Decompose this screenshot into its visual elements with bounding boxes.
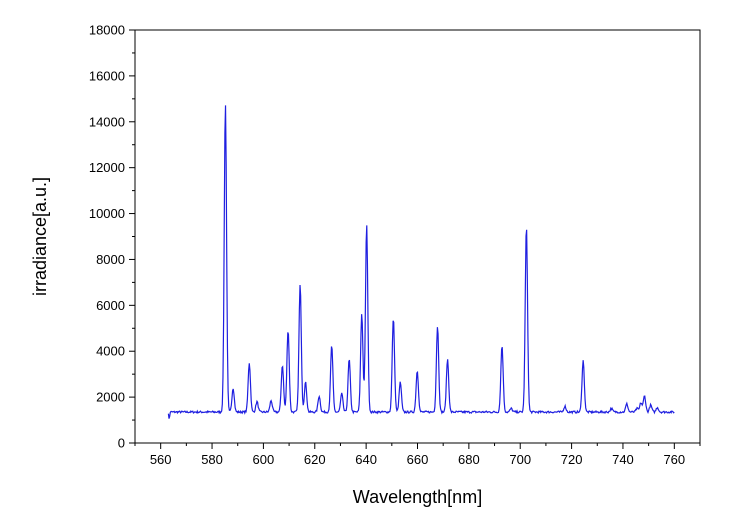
y-axis-ticks: 0 2000 4000 6000 8000 10000 12000 14000 16000 180… xyxy=(89,23,135,451)
x-axis-ticks: 560 580 600 620 640 660 680 700 720 740 760 xyxy=(150,443,685,467)
y-tick-label: 0 xyxy=(118,436,125,451)
spectrum-series-line xyxy=(167,105,675,419)
y-tick-label: 8000 xyxy=(96,252,125,267)
y-tick-label: 4000 xyxy=(96,344,125,359)
y-axis-title: irradiance[a.u.] xyxy=(30,177,50,296)
y-tick-label: 10000 xyxy=(89,206,125,221)
y-tick-label: 12000 xyxy=(89,160,125,175)
x-tick-label: 620 xyxy=(304,452,326,467)
x-tick-label: 760 xyxy=(663,452,685,467)
y-tick-label: 6000 xyxy=(96,298,125,313)
y-tick-label: 16000 xyxy=(89,68,125,83)
plot-frame xyxy=(134,29,701,444)
x-tick-label: 580 xyxy=(201,452,223,467)
y-tick-label: 18000 xyxy=(89,23,125,38)
y-tick-label: 2000 xyxy=(96,390,125,405)
x-tick-label: 740 xyxy=(612,452,634,467)
x-tick-label: 680 xyxy=(458,452,480,467)
x-tick-label: 560 xyxy=(150,452,172,467)
x-tick-label: 720 xyxy=(561,452,583,467)
y-tick-label: 14000 xyxy=(89,114,125,129)
x-tick-label: 660 xyxy=(407,452,429,467)
x-tick-label: 600 xyxy=(253,452,275,467)
x-tick-label: 700 xyxy=(509,452,531,467)
x-tick-label: 640 xyxy=(355,452,377,467)
x-axis-title: Wavelength[nm] xyxy=(353,487,482,507)
